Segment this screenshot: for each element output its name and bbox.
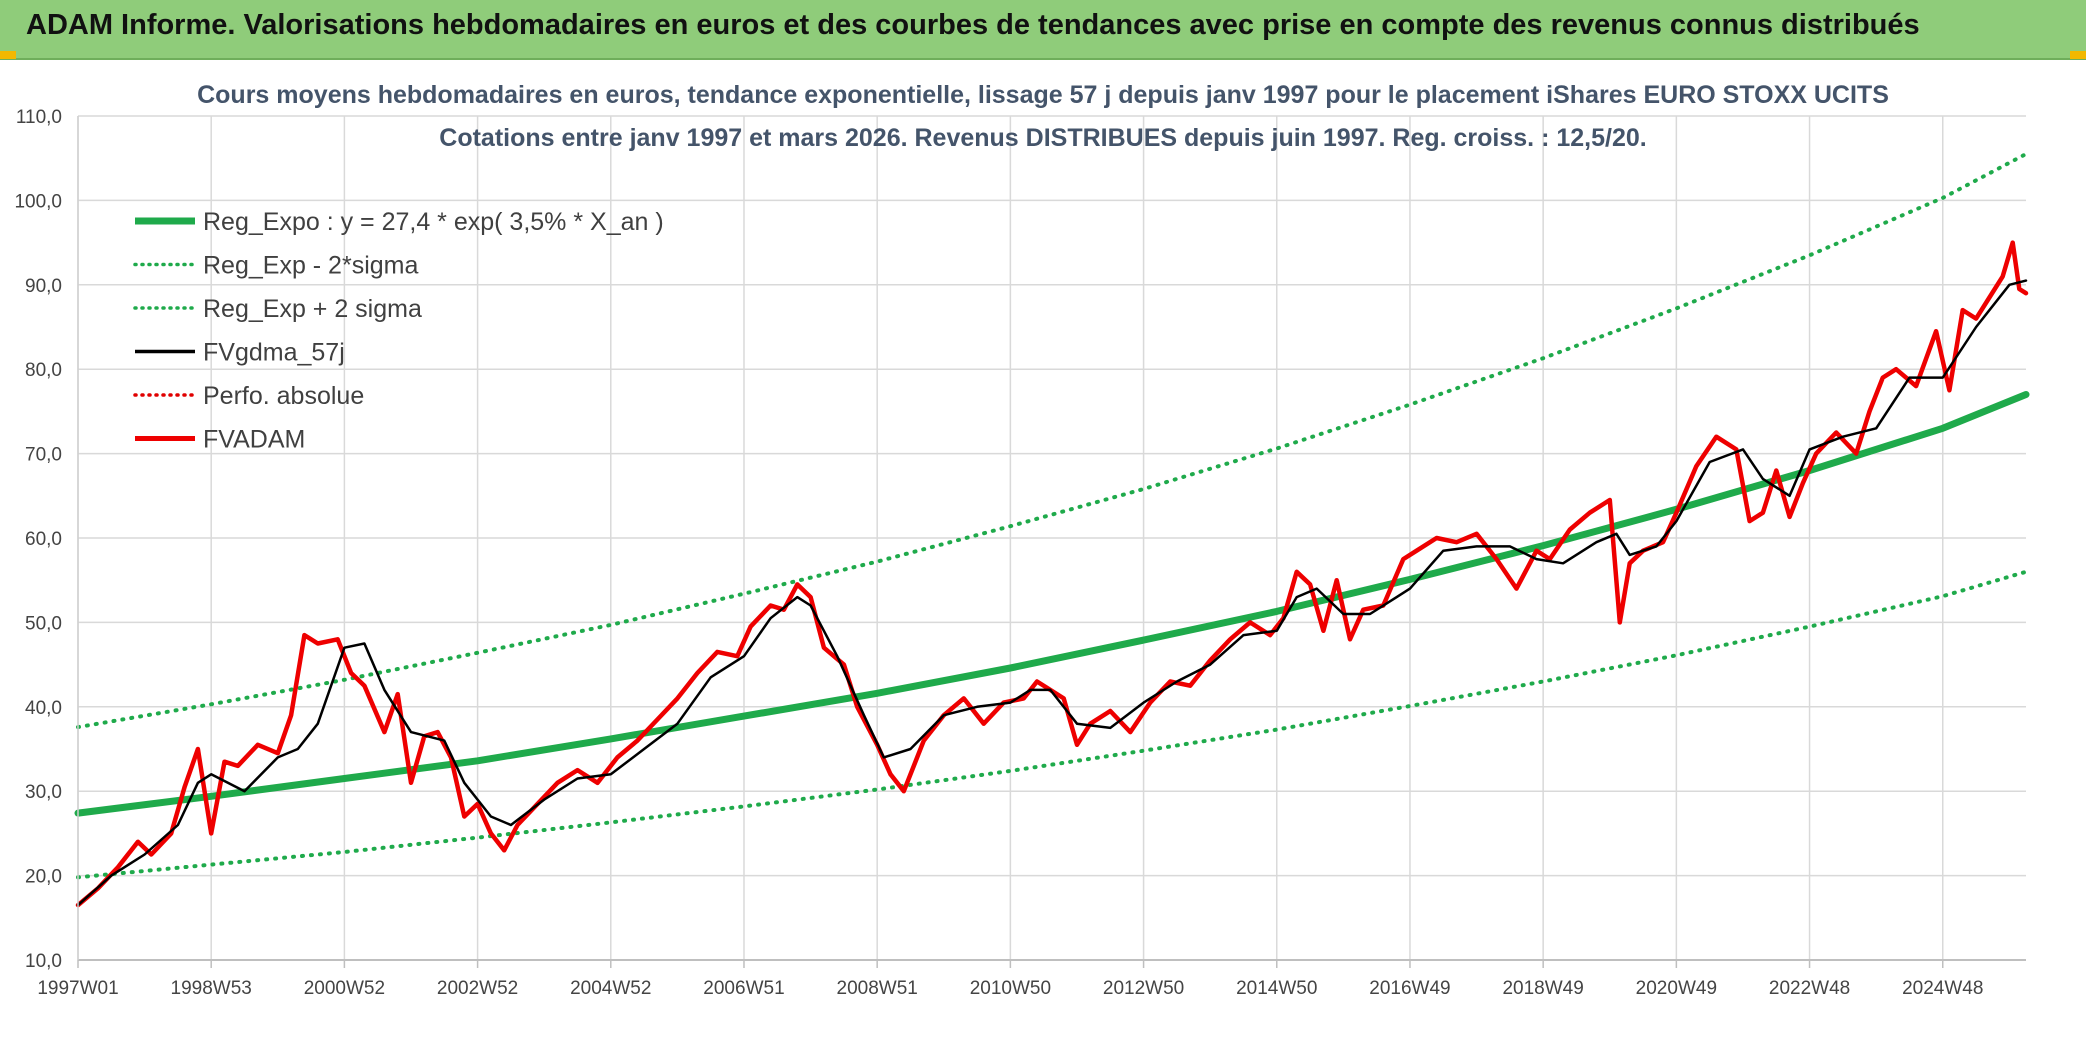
y-tick-label: 100,0 xyxy=(14,191,62,212)
series-line-0 xyxy=(74,391,2030,817)
line-chart: Cours moyens hebdomadaires en euros, ten… xyxy=(14,81,2030,999)
x-tick-label: 2012W50 xyxy=(1103,978,1184,999)
grid xyxy=(77,115,2026,961)
legend-label-2: Reg_Exp + 2 sigma xyxy=(203,295,422,323)
legend-label-0: Reg_Expo : y = 27,4 * exp( 3,5% * X_an ) xyxy=(203,208,664,236)
x-tick-label: 2022W48 xyxy=(1769,978,1850,999)
y-tick-label: 50,0 xyxy=(25,613,62,634)
legend-label-4: Perfo. absolue xyxy=(203,382,364,410)
x-tick-label: 2006W51 xyxy=(703,978,784,999)
header-bar: ADAM Informe. Valorisations hebdomadaire… xyxy=(0,0,2086,60)
corner-mark-right xyxy=(2070,51,2086,59)
series-line-1 xyxy=(76,569,2028,880)
chart-subtitle: Cotations entre janv 1997 et mars 2026. … xyxy=(439,124,1646,152)
x-tick-label: 2000W52 xyxy=(304,978,385,999)
x-tick-label: 2020W49 xyxy=(1636,978,1717,999)
series-line-3 xyxy=(76,279,2028,907)
x-tick-label: 2002W52 xyxy=(437,978,518,999)
x-tick-label: 2018W49 xyxy=(1502,978,1583,999)
axes: 10,0 20,0 30,0 40,0 50,0 60,0 70,0 80,0 90,0 100,… xyxy=(14,107,2026,999)
y-tick-label: 90,0 xyxy=(25,276,62,297)
y-tick-label: 110,0 xyxy=(16,107,62,128)
x-tick-label: 1998W53 xyxy=(171,978,252,999)
legend-label-5: FVADAM xyxy=(203,426,305,454)
legend-label-1: Reg_Exp - 2*sigma xyxy=(203,252,418,280)
x-tick-label: 2014W50 xyxy=(1236,978,1317,999)
corner-mark-left xyxy=(0,51,16,59)
x-tick-label: 2004W52 xyxy=(570,978,651,999)
report-title: ADAM Informe. Valorisations hebdomadaire… xyxy=(26,9,1920,41)
legend-label-3: FVgdma_57j xyxy=(203,339,345,367)
chart-title: Cours moyens hebdomadaires en euros, ten… xyxy=(197,81,1889,109)
legend: Reg_Expo : y = 27,4 * exp( 3,5% * X_an )… xyxy=(133,208,664,454)
y-tick-label: 30,0 xyxy=(25,782,62,803)
x-tick-label: 2010W50 xyxy=(970,978,1051,999)
y-tick-label: 80,0 xyxy=(25,360,62,381)
y-tick-label: 70,0 xyxy=(25,445,62,466)
x-tick-label: 2024W48 xyxy=(1902,978,1983,999)
x-tick-label: 2016W49 xyxy=(1369,978,1450,999)
y-tick-label: 10,0 xyxy=(25,951,62,972)
y-tick-label: 20,0 xyxy=(25,867,62,888)
x-tick-label: 2008W51 xyxy=(837,978,918,999)
series-line-2 xyxy=(76,152,2028,730)
y-tick-label: 40,0 xyxy=(25,698,62,719)
series-layer xyxy=(74,152,2030,908)
series-line-5 xyxy=(75,240,2029,908)
x-tick-label: 1997W01 xyxy=(37,978,118,999)
y-tick-label: 60,0 xyxy=(25,529,62,550)
